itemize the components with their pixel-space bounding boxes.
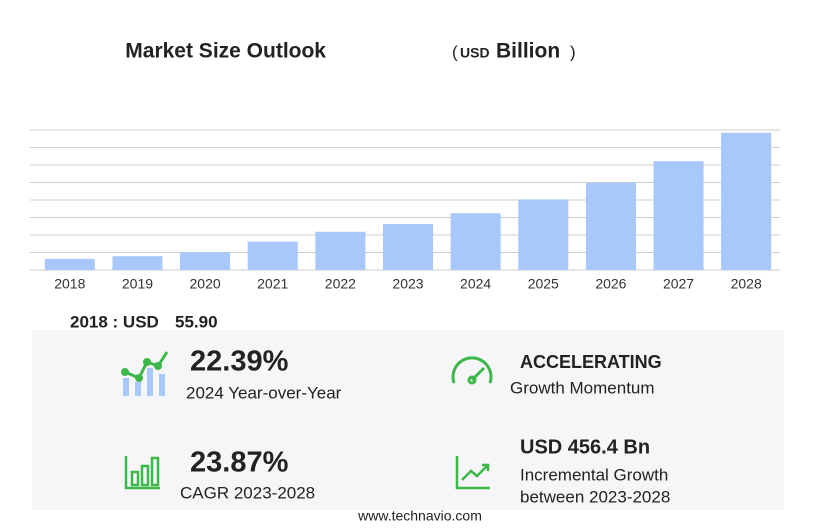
bar xyxy=(44,258,95,270)
bar xyxy=(247,241,298,270)
x-tick-label: 2026 xyxy=(595,276,626,292)
kpi-value: 22.39% xyxy=(190,346,289,378)
x-tick-label: 2025 xyxy=(528,276,559,292)
unit-open: ( xyxy=(452,42,458,61)
icon-incremental xyxy=(455,456,490,490)
kpi-value: USD 456.4 Bn xyxy=(520,436,650,458)
kpi-panel xyxy=(32,330,784,510)
bar xyxy=(721,132,772,270)
bar xyxy=(315,231,366,270)
highlight-value: 55.90 xyxy=(175,312,218,331)
x-tick-label: 2022 xyxy=(325,276,356,292)
x-tick-label: 2027 xyxy=(663,276,694,292)
bar xyxy=(518,199,569,270)
bar xyxy=(653,161,704,270)
icon-yoy xyxy=(121,351,169,396)
x-tick-label: 2021 xyxy=(257,276,288,292)
kpi-label: 2024 Year-over-Year xyxy=(186,383,342,402)
kpi-value: ACCELERATING xyxy=(520,352,662,372)
x-tick-label: 2018 xyxy=(54,276,85,292)
bar xyxy=(112,256,163,270)
bar xyxy=(585,182,636,270)
unit-close: ) xyxy=(570,42,576,61)
unit-scale: Billion xyxy=(496,40,560,63)
x-tick-label: 2024 xyxy=(460,276,491,292)
kpi-label: between 2023-2028 xyxy=(520,487,670,506)
bar xyxy=(382,224,434,270)
x-tick-label: 2028 xyxy=(731,276,762,292)
kpi-label: Incremental Growth xyxy=(520,465,668,484)
unit-currency: USD xyxy=(460,45,490,61)
kpi-label: Growth Momentum xyxy=(510,378,655,397)
bar xyxy=(180,252,231,270)
footer: www.technavio.com xyxy=(357,508,482,524)
x-tick-label: 2023 xyxy=(392,276,423,292)
kpi-value: 23.87% xyxy=(190,447,289,479)
icon-momentum xyxy=(451,356,493,385)
x-tick-label: 2019 xyxy=(122,276,153,292)
x-tick-label: 2020 xyxy=(190,276,221,292)
highlight-label: 2018 : USD xyxy=(70,312,159,331)
icon-cagr xyxy=(124,456,160,490)
chart-title: Market Size Outlook xyxy=(125,40,326,63)
bar xyxy=(450,213,501,270)
kpi-label: CAGR 2023-2028 xyxy=(180,483,315,502)
